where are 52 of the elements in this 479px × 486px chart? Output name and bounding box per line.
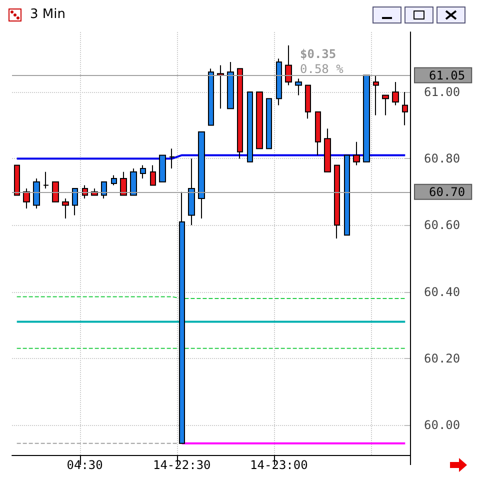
candlestick: [159, 154, 166, 182]
candlestick: [52, 181, 59, 202]
candlestick: [217, 64, 224, 110]
candlestick: [130, 168, 137, 196]
candlestick: [208, 68, 214, 126]
ref-line-label: 60.70: [429, 184, 466, 199]
candlestick: [324, 128, 331, 172]
candlestick: [111, 174, 117, 186]
candlestick: [179, 191, 185, 444]
candlestick: [33, 178, 40, 210]
y-tick-label: 60.40: [424, 284, 460, 299]
candlestick: [227, 61, 234, 110]
candlestick: [140, 164, 146, 180]
chart-title: 3 Min: [30, 7, 66, 22]
candlestick: [373, 74, 379, 116]
candlestick: [382, 94, 389, 116]
x-tick-label: 14-23:00: [250, 458, 308, 472]
y-tick-label: 60.20: [424, 351, 460, 366]
candlestick: [353, 141, 360, 166]
candlestick: [120, 171, 127, 196]
candlestick: [363, 74, 370, 162]
candlestick: [62, 198, 69, 220]
candlestick: [266, 98, 272, 150]
candlestick: [23, 188, 30, 210]
candlestick: [256, 91, 263, 150]
candlestick: [315, 111, 321, 156]
x-tick-label: 14-22:30: [152, 458, 211, 472]
candlestick: [237, 68, 243, 160]
candlestick: [285, 44, 292, 86]
candlestick: [334, 164, 340, 240]
candlestick: [150, 164, 156, 186]
annotation: 0.58 %: [300, 62, 344, 76]
candlestick: [344, 154, 350, 236]
candlestick: [295, 78, 302, 96]
x-tick-label: 04:30: [66, 458, 103, 472]
y-tick-label: 60.00: [424, 418, 460, 432]
candlestick: [188, 158, 195, 226]
candlestick: [169, 148, 175, 170]
annotation: $0.35: [300, 47, 336, 61]
candlestick: [392, 81, 399, 106]
candlestick: [276, 58, 282, 106]
y-tick-label: 61.00: [424, 84, 460, 99]
candlestick: [43, 171, 49, 190]
candlestick: [305, 84, 311, 120]
y-tick-label: 60.60: [424, 218, 460, 232]
candlestick: [101, 181, 107, 200]
y-tick-label: 60.80: [424, 152, 460, 166]
candlestick: [72, 188, 78, 216]
ref-line-label: 61.05: [429, 68, 466, 82]
candlestick: [247, 91, 253, 162]
candlestick: [14, 164, 20, 196]
candlestick: [198, 131, 205, 220]
